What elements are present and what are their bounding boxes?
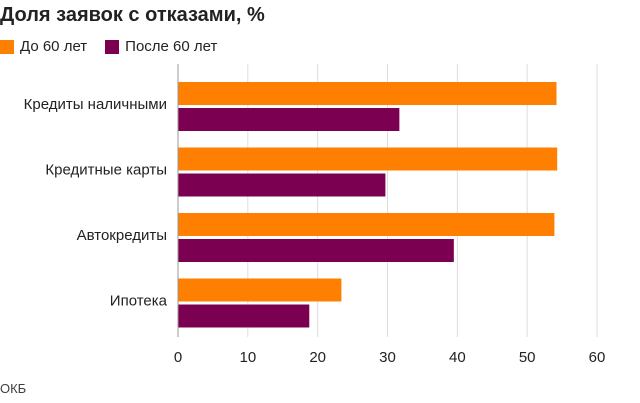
- category-label-3: Ипотека: [110, 293, 168, 310]
- x-tick-label-6: 60: [589, 349, 606, 366]
- bar-1-1: [178, 173, 386, 197]
- x-tick-label-4: 40: [449, 349, 466, 366]
- chart-title: Доля заявок с отказами, %: [0, 4, 265, 26]
- legend-item-over-60: После 60 лет: [105, 38, 217, 55]
- legend-swatch-over-60: [105, 39, 120, 54]
- bar-3-0: [178, 278, 342, 302]
- source-note: ОКБ: [0, 381, 27, 396]
- x-tick-label-3: 30: [379, 349, 396, 366]
- bar-0-1: [178, 108, 400, 131]
- legend: До 60 лет После 60 лет: [0, 38, 235, 55]
- x-tick-label-2: 20: [309, 349, 326, 366]
- legend-label-under-60: До 60 лет: [20, 38, 88, 55]
- x-tick-label-1: 10: [239, 349, 256, 366]
- x-tick-label-5: 50: [519, 349, 536, 366]
- x-tick-label-0: 0: [174, 349, 182, 366]
- bar-1-0: [178, 147, 558, 171]
- bar-0-0: [178, 82, 557, 105]
- bar-3-1: [178, 304, 310, 328]
- category-label-0: Кредиты наличными: [24, 96, 167, 113]
- category-label-1: Кредитные карты: [45, 162, 167, 179]
- bar-2-1: [178, 239, 454, 262]
- legend-label-over-60: После 60 лет: [125, 38, 218, 55]
- legend-swatch-under-60: [0, 39, 14, 54]
- category-label-2: Автокредиты: [77, 227, 167, 244]
- bar-2-0: [178, 213, 555, 236]
- legend-item-under-60: До 60 лет: [0, 38, 87, 55]
